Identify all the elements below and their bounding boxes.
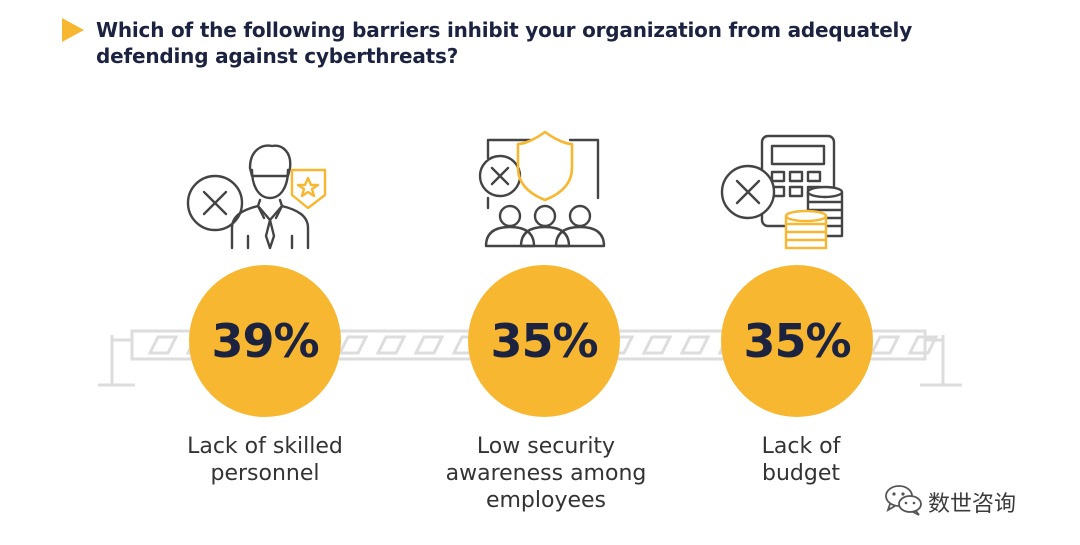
stat-circle-skilled-personnel: 39% [189,265,341,417]
label-line: budget [762,461,840,486]
label-line: employees [485,488,607,513]
stat-value: 39% [211,314,319,368]
label-line: Lack of skilled [187,434,343,459]
label-line: Low security [476,434,616,459]
label-line: awareness among [445,461,647,486]
watermark-text: 数世咨询 [928,492,1017,517]
triangle-marker-icon [62,18,84,42]
stat-value: 35% [743,314,851,368]
label-line: Lack of [761,434,841,459]
stat-value: 35% [490,314,598,368]
security-awareness-x-icon [478,130,606,248]
stat-label-skilled-personnel: Lack of skilled personnel [135,433,395,487]
wechat-icon [885,485,922,516]
label-line: personnel [210,461,320,486]
budget-x-icon [720,134,844,250]
skilled-personnel-x-icon [186,144,327,250]
page-title: Which of the following barriers inhibit … [96,18,913,68]
header: Which of the following barriers inhibit … [62,14,1022,74]
watermark: 数世咨询 [884,480,1064,520]
stat-label-budget: Lack of budget [671,433,931,487]
stat-circle-budget: 35% [721,265,873,417]
stat-circle-security-awareness: 35% [468,265,620,417]
stat-label-security-awareness: Low security awareness among employees [416,433,676,514]
